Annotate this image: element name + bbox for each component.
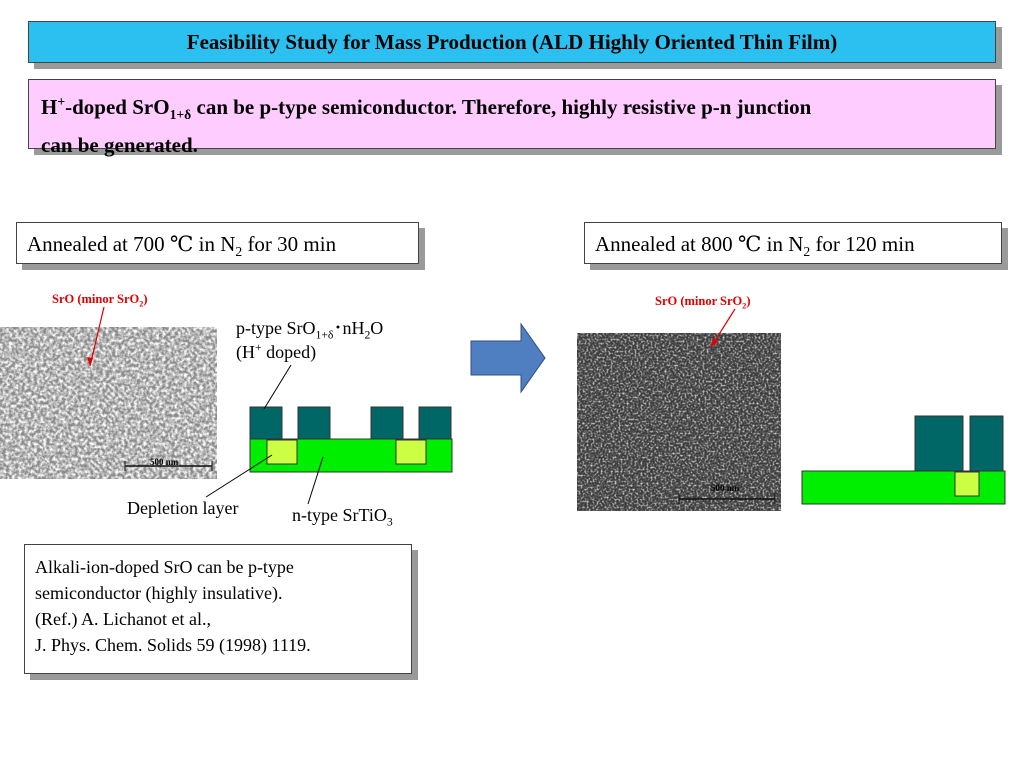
note-line: J. Phys. Chem. Solids 59 (1998) 1119. <box>35 635 311 655</box>
p-type-pillar <box>249 406 283 440</box>
reference-note-box: Alkali-ion-doped SrO can be p-type semic… <box>24 544 412 674</box>
sro-label-800: SrO (minor SrO2) <box>655 294 751 311</box>
anneal-700-box: Annealed at 700 ℃ in N2 for 30 min <box>16 222 419 264</box>
sem-image-700 <box>0 327 217 479</box>
note-line: Alkali-ion-doped SrO can be p-type <box>35 557 294 577</box>
p-type-label: p-type SrO1+δ･nH2O <box>236 318 384 342</box>
right-arrow-icon <box>470 322 546 394</box>
sro-label-700: SrO (minor SrO2) <box>52 292 148 309</box>
depletion-layer-label: Depletion layer <box>127 498 239 518</box>
n-type-label: n-type SrTiO3 <box>292 505 393 529</box>
depletion-region <box>395 439 427 465</box>
p-type-pillar <box>297 406 331 440</box>
leader-line-p-type <box>263 364 292 410</box>
scale-bar-label-800: 500 nm <box>711 483 740 493</box>
note-line: semiconductor (highly insulative). <box>35 583 283 603</box>
junction-diagram-700 <box>249 406 453 473</box>
statement-line-2: can be generated. <box>41 133 198 158</box>
p-type-pillar <box>969 415 1004 472</box>
title-bar: Feasibility Study for Mass Production (A… <box>28 21 996 63</box>
p-type-pillar <box>914 415 964 472</box>
p-type-pillar <box>370 406 404 440</box>
statement-box: H+-doped SrO1+δ can be p-type semiconduc… <box>28 79 996 157</box>
leader-line-n-type <box>307 456 324 505</box>
n-type-substrate <box>801 470 1006 505</box>
sem-image-800 <box>577 333 781 511</box>
junction-diagram-800 <box>801 415 1006 505</box>
scale-bar-label-700: 500 nm <box>150 457 179 467</box>
p-type-pillar <box>418 406 452 440</box>
page-title: Feasibility Study for Mass Production (A… <box>186 29 838 54</box>
depletion-region <box>266 439 298 465</box>
depletion-region <box>954 471 980 497</box>
n-type-substrate <box>249 438 453 473</box>
note-line: (Ref.) A. Lichanot et al., <box>35 609 211 629</box>
statement-line-1: H+-doped SrO1+δ can be p-type semiconduc… <box>41 94 812 123</box>
anneal-800-box: Annealed at 800 ℃ in N2 for 120 min <box>584 222 1002 264</box>
h-doped-label: (H+ doped) <box>236 341 317 362</box>
